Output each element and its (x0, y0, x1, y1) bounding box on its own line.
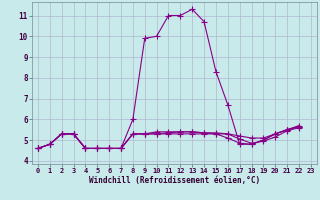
X-axis label: Windchill (Refroidissement éolien,°C): Windchill (Refroidissement éolien,°C) (89, 176, 260, 185)
